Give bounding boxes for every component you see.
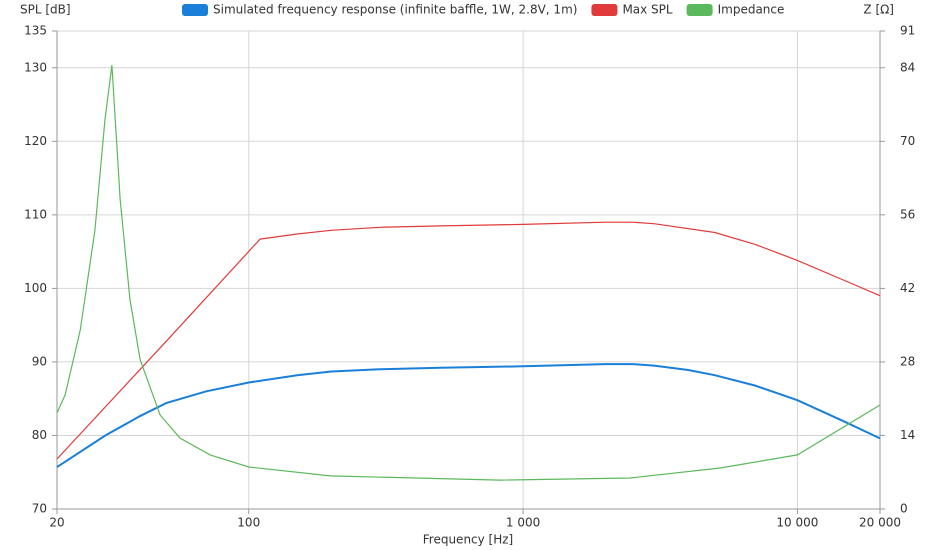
y2-tick-label: 70 (900, 134, 915, 148)
legend-label: Impedance (718, 3, 785, 17)
y2-tick-label: 56 (900, 207, 915, 221)
y-tick-label: 70 (32, 502, 47, 516)
y2-tick-label: 91 (900, 24, 915, 38)
x-tick-label: 100 (237, 516, 260, 530)
y2-axis-title: Z [Ω] (863, 3, 894, 17)
y-tick-label: 120 (24, 134, 47, 148)
y2-tick-label: 84 (900, 60, 915, 74)
y-tick-label: 90 (32, 354, 47, 368)
series-line (56, 363, 881, 468)
x-tick-label: 10 000 (776, 516, 818, 530)
x-tick-label: 20 (49, 516, 64, 530)
y-tick-label: 130 (24, 60, 47, 74)
legend-label: Simulated frequency response (infinite b… (213, 3, 577, 17)
y-tick-label: 110 (24, 207, 47, 221)
y-tick-label: 100 (24, 281, 47, 295)
x-axis-title: Frequency [Hz] (423, 533, 514, 547)
y-tick-label: 135 (24, 24, 47, 38)
y2-tick-label: 0 (900, 502, 908, 516)
y2-tick-label: 14 (900, 428, 915, 442)
legend-swatch (591, 4, 618, 16)
y-tick-label: 80 (32, 428, 47, 442)
x-tick-label: 1 000 (506, 516, 540, 530)
series-line (56, 221, 881, 460)
legend-swatch (686, 4, 713, 16)
series-line (56, 65, 881, 481)
y2-tick-label: 42 (900, 281, 915, 295)
y-axis-title: SPL [dB] (20, 3, 71, 17)
legend-label: Max SPL (622, 3, 672, 17)
y2-tick-label: 28 (900, 354, 915, 368)
legend-swatch (182, 4, 208, 16)
x-tick-label: 20 000 (859, 516, 901, 530)
